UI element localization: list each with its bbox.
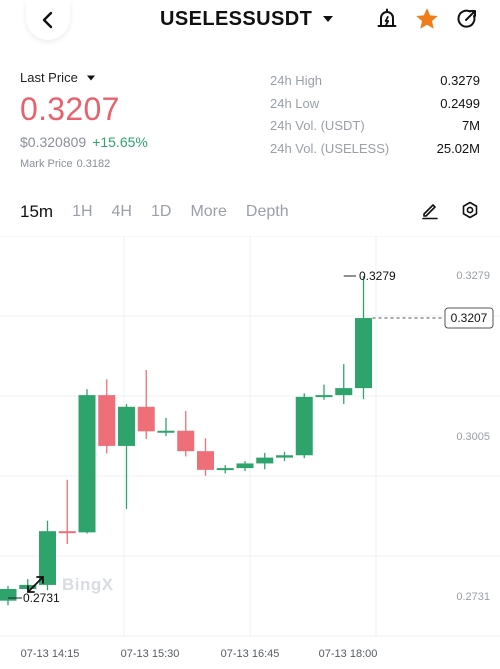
candlestick-chart[interactable]: 0.3279 0.3005 0.2731 07-13 14:15 07-13 15:30… [0, 236, 500, 669]
mark-price-value: 0.3182 [76, 158, 111, 170]
candle-body [295, 396, 313, 456]
candle-body [335, 388, 353, 396]
stat-label: 24h Vol. (USELESS) [270, 140, 390, 156]
candle-body [315, 395, 333, 398]
candle-body [0, 588, 17, 601]
stat-label: 24h Vol. (USDT) [270, 118, 365, 133]
tab-4h[interactable]: 4H [111, 203, 132, 220]
expand-icon-path [27, 576, 44, 593]
pencil-icon[interactable] [420, 200, 440, 220]
price-summary: Last Price 0.3207 $0.320809 +15.65% Mark… [20, 70, 260, 170]
share-icon [457, 9, 476, 28]
chart-grid: 0.3279 0.3005 0.2731 07-13 14:15 07-13 15:30… [0, 236, 500, 660]
stat-value: 7M [461, 118, 480, 133]
interval-tabs: 15m 1H 4H 1D More Depth [20, 200, 480, 224]
stat-row-24h-vol-useless: 24h Vol. (USELESS) 25.02M [270, 141, 480, 164]
candle-body [256, 457, 274, 464]
candle-body [98, 395, 116, 446]
x-tick-label: 07-13 18:00 [319, 648, 378, 660]
x-tick-label: 07-13 16:45 [221, 648, 280, 660]
caret-down-icon [86, 75, 95, 80]
symbol-selector[interactable]: USELESSUSDT [160, 6, 334, 32]
usd-price: $0.320809 [20, 134, 87, 150]
back-icon [42, 11, 53, 29]
candle-body [78, 395, 96, 533]
price-change-percent: +15.65% [92, 134, 148, 150]
candle-body [39, 531, 56, 585]
tab-depth[interactable]: Depth [245, 203, 289, 220]
bingx-watermark: BingX [62, 575, 114, 594]
x-tick-label: 07-13 15:30 [121, 648, 180, 660]
mark-price-label: Mark Price [20, 158, 73, 170]
candle-body [118, 406, 135, 446]
favorite-button[interactable] [414, 6, 440, 32]
stat-row-24h-vol-usdt: 24h Vol. (USDT) 7M [270, 118, 480, 141]
alert-bell-icon [377, 8, 397, 27]
expand-icon[interactable] [27, 576, 44, 593]
share-button[interactable] [454, 6, 480, 32]
back-button[interactable] [26, 0, 70, 40]
tab-1h[interactable]: 1H [72, 203, 93, 220]
last-price-selector[interactable]: Last Price [20, 70, 260, 85]
candle-body [197, 451, 214, 470]
candle-body [58, 531, 76, 534]
y-tick-label: 0.2731 [456, 591, 490, 603]
current-price-box [444, 307, 494, 329]
stat-row-24h-high: 24h High 0.3279 [270, 73, 480, 96]
candle-body [137, 406, 155, 432]
mark-price: Mark Price 0.3182 [20, 158, 260, 170]
chart-overlay: 0.3279 0.2731 0.3207 [8, 269, 494, 605]
settings-icon[interactable] [460, 200, 480, 220]
y-tick-label: 0.3005 [456, 431, 490, 443]
star-icon [416, 8, 438, 29]
high-marker-label: 0.3279 [359, 269, 396, 283]
candle-body [236, 463, 254, 469]
chevron-down-icon [323, 16, 334, 22]
candle-body [276, 455, 293, 458]
page-title: USELESSUSDT [160, 7, 313, 30]
stat-label: 24h High [270, 73, 323, 88]
candle-body [216, 468, 234, 471]
top-bar: USELESSUSDT [0, 0, 500, 60]
last-price-label: Last Price [20, 70, 78, 85]
last-price-value: 0.3207 [20, 91, 120, 127]
low-marker-label: 0.2731 [23, 591, 60, 605]
stat-label: 24h Low [270, 95, 320, 111]
candles [0, 276, 372, 606]
candle-body [177, 430, 195, 452]
candle-body [157, 430, 175, 433]
x-tick-label: 07-13 14:15 [21, 648, 80, 660]
tab-1d[interactable]: 1D [150, 203, 172, 220]
price-alert-button[interactable] [374, 6, 400, 32]
tab-15m[interactable]: 15m [20, 202, 54, 221]
stat-value: 0.3279 [440, 73, 480, 88]
stat-row-24h-low: 24h Low 0.2499 [270, 96, 480, 119]
stats-panel: 24h High 0.3279 24h Low 0.2499 24h Vol. … [270, 73, 480, 163]
tab-more[interactable]: More [190, 203, 227, 220]
stat-value: 25.02M [436, 140, 480, 156]
current-price-label: 0.3207 [451, 311, 488, 325]
y-tick-label: 0.3279 [456, 270, 490, 282]
stat-value: 0.2499 [440, 95, 480, 111]
candle-body [355, 318, 372, 389]
